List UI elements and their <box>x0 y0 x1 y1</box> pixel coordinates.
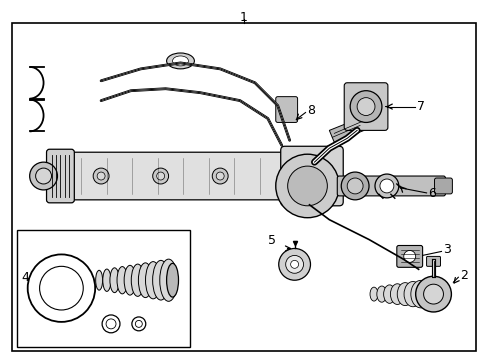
Ellipse shape <box>396 283 412 306</box>
Circle shape <box>156 172 164 180</box>
Text: 1: 1 <box>240 11 247 24</box>
Ellipse shape <box>160 259 177 301</box>
Ellipse shape <box>383 285 395 303</box>
Ellipse shape <box>369 287 377 301</box>
Circle shape <box>30 162 57 190</box>
Circle shape <box>379 179 393 193</box>
Polygon shape <box>328 118 364 142</box>
Circle shape <box>403 251 415 262</box>
Ellipse shape <box>102 269 111 291</box>
Ellipse shape <box>124 265 136 295</box>
Ellipse shape <box>96 270 102 290</box>
Circle shape <box>356 98 374 116</box>
Ellipse shape <box>166 264 178 297</box>
Circle shape <box>97 172 105 180</box>
Text: 8: 8 <box>307 104 315 117</box>
Ellipse shape <box>376 286 386 302</box>
Ellipse shape <box>166 53 194 69</box>
Ellipse shape <box>172 56 188 66</box>
FancyBboxPatch shape <box>275 96 297 122</box>
Ellipse shape <box>152 260 169 300</box>
FancyBboxPatch shape <box>46 149 74 203</box>
Text: 4: 4 <box>21 271 30 284</box>
Circle shape <box>415 276 450 312</box>
Circle shape <box>423 284 443 304</box>
Text: 7: 7 <box>416 100 424 113</box>
Circle shape <box>349 91 381 122</box>
Ellipse shape <box>145 262 161 299</box>
Ellipse shape <box>410 280 430 308</box>
Circle shape <box>374 174 398 198</box>
Text: 6: 6 <box>427 188 436 201</box>
Circle shape <box>285 255 303 273</box>
FancyBboxPatch shape <box>63 152 287 200</box>
Circle shape <box>275 154 339 218</box>
Circle shape <box>216 172 224 180</box>
Circle shape <box>152 168 168 184</box>
Circle shape <box>287 166 326 206</box>
Circle shape <box>290 260 298 268</box>
Ellipse shape <box>389 284 404 305</box>
Circle shape <box>212 168 228 184</box>
FancyBboxPatch shape <box>337 176 445 196</box>
Ellipse shape <box>403 282 421 307</box>
Ellipse shape <box>110 268 119 293</box>
Ellipse shape <box>131 264 144 296</box>
FancyBboxPatch shape <box>280 146 343 206</box>
Circle shape <box>341 172 368 200</box>
Ellipse shape <box>138 263 152 298</box>
FancyBboxPatch shape <box>434 178 451 194</box>
Ellipse shape <box>417 279 439 309</box>
Circle shape <box>346 178 362 194</box>
Text: 3: 3 <box>443 243 450 256</box>
Circle shape <box>278 248 310 280</box>
FancyBboxPatch shape <box>344 83 387 130</box>
Circle shape <box>93 168 109 184</box>
Circle shape <box>36 168 51 184</box>
Bar <box>17 230 190 347</box>
Ellipse shape <box>117 266 127 294</box>
FancyBboxPatch shape <box>396 246 422 267</box>
Text: 5: 5 <box>267 234 275 247</box>
FancyBboxPatch shape <box>426 256 440 266</box>
Text: 2: 2 <box>459 269 467 282</box>
